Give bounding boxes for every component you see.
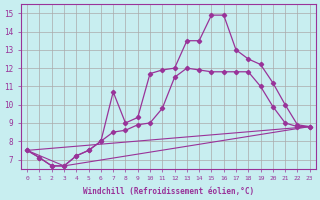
X-axis label: Windchill (Refroidissement éolien,°C): Windchill (Refroidissement éolien,°C) (83, 187, 254, 196)
